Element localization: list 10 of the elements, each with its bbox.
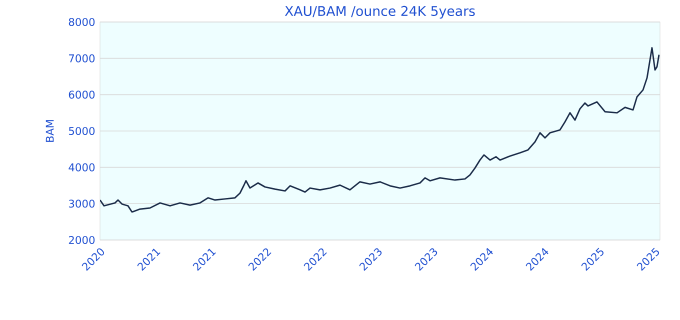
y-tick-label: 6000 [68,90,95,99]
y-axis-title: BAM [46,120,54,142]
line-series [100,47,660,213]
chart-title: XAU/BAM /ounce 24K 5years [284,6,475,19]
y-tick-label: 5000 [68,126,95,136]
y-tick-label: 7000 [69,54,95,62]
y-tick-label: 2000 [68,236,95,244]
y-tick-label: 8000 [68,18,95,26]
y-tick-label: 4000 [68,163,95,172]
y-tick-label: 3000 [68,200,95,208]
